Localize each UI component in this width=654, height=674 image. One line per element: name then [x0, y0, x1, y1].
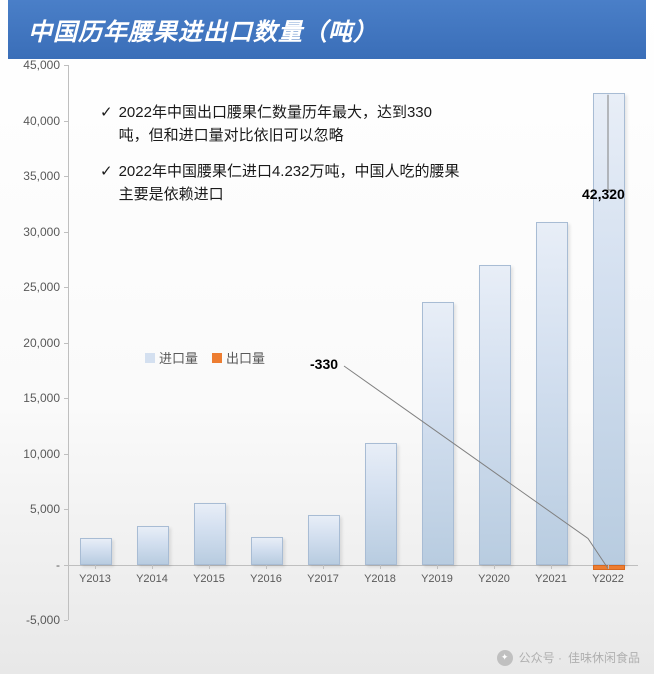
x-tick [95, 565, 96, 569]
y-tick [64, 343, 68, 344]
x-tick [608, 565, 609, 569]
legend-label: 进口量 [159, 348, 198, 367]
x-tick [437, 565, 438, 569]
bar-import [593, 93, 625, 565]
x-axis-line [68, 565, 638, 566]
watermark-name: 佳味休闲食品 [568, 649, 640, 666]
bar-import [308, 515, 340, 565]
legend-item: 进口量 [145, 348, 198, 367]
y-axis-label: 30,000 [23, 225, 60, 239]
legend-item: 出口量 [212, 348, 265, 367]
x-axis-label: Y2021 [535, 573, 567, 585]
data-label: 42,320 [582, 186, 625, 202]
y-tick [64, 509, 68, 510]
annotation-item: ✓2022年中国出口腰果仁数量历年最大，达到330吨，但和进口量对比依旧可以忽略 [100, 102, 460, 147]
y-tick [64, 65, 68, 66]
y-axis-line [68, 65, 69, 620]
annotation-text: 2022年中国出口腰果仁数量历年最大，达到330吨，但和进口量对比依旧可以忽略 [119, 102, 460, 147]
legend-swatch [212, 353, 222, 363]
x-axis-label: Y2020 [478, 573, 510, 585]
y-axis-label: 10,000 [23, 447, 60, 461]
legend: 进口量 出口量 [145, 348, 265, 367]
x-tick [209, 565, 210, 569]
annotation-item: ✓2022年中国腰果仁进口4.232万吨，中国人吃的腰果主要是依赖进口 [100, 161, 460, 206]
y-axis-label: 25,000 [23, 280, 60, 294]
y-tick [64, 454, 68, 455]
x-axis-label: Y2018 [364, 573, 396, 585]
annotation-text: 2022年中国腰果仁进口4.232万吨，中国人吃的腰果主要是依赖进口 [119, 161, 460, 206]
y-axis-label: 20,000 [23, 336, 60, 350]
bar-import [536, 222, 568, 565]
bar-import [422, 302, 454, 565]
bar-export [593, 565, 625, 571]
x-axis-label: Y2017 [307, 573, 339, 585]
wechat-icon: ✦ [497, 650, 513, 666]
y-tick [64, 121, 68, 122]
bar-import [137, 526, 169, 565]
x-axis-label: Y2014 [136, 573, 168, 585]
x-tick [380, 565, 381, 569]
x-tick [551, 565, 552, 569]
y-axis-label: - [56, 558, 60, 572]
y-tick [64, 287, 68, 288]
x-axis-label: Y2022 [592, 573, 624, 585]
bar-import [80, 538, 112, 564]
bar-import [479, 265, 511, 564]
bar-import [194, 503, 226, 565]
x-tick [266, 565, 267, 569]
y-axis-label: 35,000 [23, 169, 60, 183]
x-axis-label: Y2016 [250, 573, 282, 585]
x-axis-label: Y2019 [421, 573, 453, 585]
bar-import [365, 443, 397, 565]
y-tick [64, 176, 68, 177]
x-axis-label: Y2015 [193, 573, 225, 585]
data-label: -330 [310, 356, 338, 372]
watermark-prefix: 公众号 · [519, 649, 562, 666]
annotation-box: ✓2022年中国出口腰果仁数量历年最大，达到330吨，但和进口量对比依旧可以忽略… [100, 102, 460, 220]
x-tick [323, 565, 324, 569]
check-icon: ✓ [100, 102, 113, 147]
legend-swatch [145, 353, 155, 363]
y-tick [64, 398, 68, 399]
legend-label: 出口量 [226, 348, 265, 367]
y-tick [64, 620, 68, 621]
y-axis-label: 5,000 [30, 502, 60, 516]
x-tick [152, 565, 153, 569]
y-axis-label: 45,000 [23, 58, 60, 72]
check-icon: ✓ [100, 161, 113, 206]
y-axis-label: -5,000 [26, 613, 60, 627]
chart-title: 中国历年腰果进出口数量（吨） [8, 0, 646, 59]
y-axis-label: 40,000 [23, 114, 60, 128]
bar-import [251, 537, 283, 565]
x-tick [494, 565, 495, 569]
x-axis-label: Y2013 [79, 573, 111, 585]
y-tick [64, 565, 68, 566]
y-axis-label: 15,000 [23, 391, 60, 405]
watermark: ✦ 公众号 · 佳味休闲食品 [497, 649, 640, 666]
y-tick [64, 232, 68, 233]
chart-container: 中国历年腰果进出口数量（吨） -5,000-5,00010,00015,0002… [0, 0, 654, 674]
